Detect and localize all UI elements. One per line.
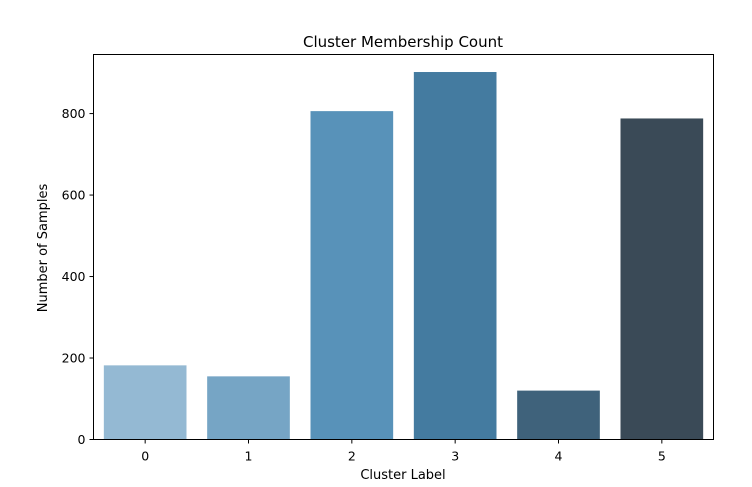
x-tick-label: 2 <box>348 449 356 464</box>
bar-cluster-0 <box>103 365 187 440</box>
y-tick-label: 400 <box>62 269 86 284</box>
y-tick-label: 0 <box>78 432 86 447</box>
bar-cluster-1 <box>207 376 290 440</box>
bars-group <box>103 72 704 440</box>
x-tick-label: 5 <box>658 449 666 464</box>
plot-frame <box>93 54 714 440</box>
x-axis-label: Cluster Label <box>360 468 445 483</box>
chart-title: Cluster Membership Count <box>303 33 503 51</box>
bar-cluster-5 <box>620 118 704 440</box>
x-tick-label: 4 <box>555 449 563 464</box>
y-tick-label: 600 <box>62 188 86 203</box>
y-tick-label: 800 <box>62 106 86 121</box>
bar-cluster-2 <box>310 111 394 440</box>
y-axis: 0 200 400 600 800 <box>62 106 94 447</box>
bar-cluster-3 <box>413 72 497 440</box>
x-tick-label: 3 <box>451 449 459 464</box>
x-tick-label: 1 <box>245 449 253 464</box>
bar-cluster-4 <box>517 390 600 440</box>
x-axis: 0 1 2 3 4 5 <box>141 439 666 464</box>
x-tick-label: 0 <box>141 449 149 464</box>
y-axis-label: Number of Samples <box>36 184 51 313</box>
y-tick-label: 200 <box>62 351 86 366</box>
